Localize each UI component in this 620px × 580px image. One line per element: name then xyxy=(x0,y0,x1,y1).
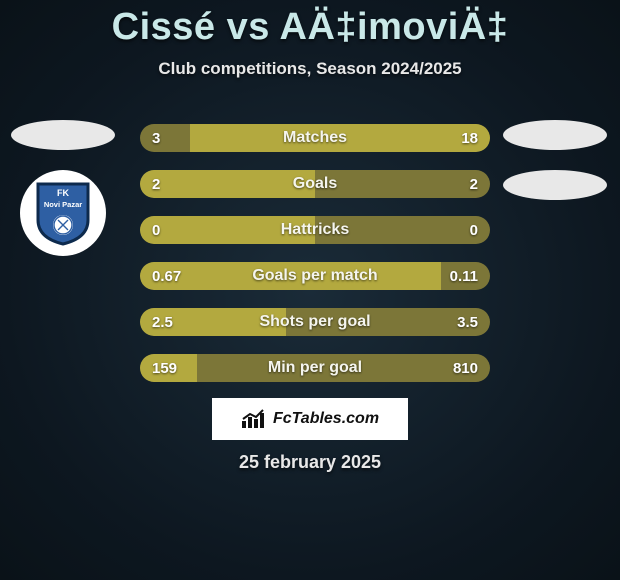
left-player-placeholder-icon xyxy=(11,120,115,150)
stat-bar: 00Hattricks xyxy=(140,216,490,244)
stat-bar: 0.670.11Goals per match xyxy=(140,262,490,290)
branding-logo-icon xyxy=(241,409,267,429)
branding-badge: FcTables.com xyxy=(212,398,408,440)
stat-label: Shots per goal xyxy=(140,308,490,336)
club-shield-text-top: FK xyxy=(57,188,69,198)
stat-label: Hattricks xyxy=(140,216,490,244)
right-club-placeholder-icon xyxy=(503,170,607,200)
club-shield-text-bottom: Novi Pazar xyxy=(44,200,82,209)
branding-text: FcTables.com xyxy=(273,410,379,428)
right-badges-column xyxy=(500,120,610,200)
stat-label: Goals per match xyxy=(140,262,490,290)
date-text: 25 february 2025 xyxy=(0,452,620,473)
stat-bar: 318Matches xyxy=(140,124,490,152)
club-shield-icon: FK Novi Pazar xyxy=(34,180,92,246)
left-club-badge: FK Novi Pazar xyxy=(20,170,106,256)
stat-bar: 2.53.5Shots per goal xyxy=(140,308,490,336)
right-player-placeholder-icon xyxy=(503,120,607,150)
stat-bar: 159810Min per goal xyxy=(140,354,490,382)
comparison-bars: 318Matches 22Goals 00Hattricks 0.670.11Goal… xyxy=(140,124,490,382)
stat-label: Matches xyxy=(140,124,490,152)
stat-label: Min per goal xyxy=(140,354,490,382)
subtitle: Club competitions, Season 2024/2025 xyxy=(0,59,620,79)
page-title: Cissé vs AÄ‡imoviÄ‡ xyxy=(0,0,620,49)
stat-bar: 22Goals xyxy=(140,170,490,198)
stat-label: Goals xyxy=(140,170,490,198)
left-badges-column: FK Novi Pazar xyxy=(8,120,118,256)
